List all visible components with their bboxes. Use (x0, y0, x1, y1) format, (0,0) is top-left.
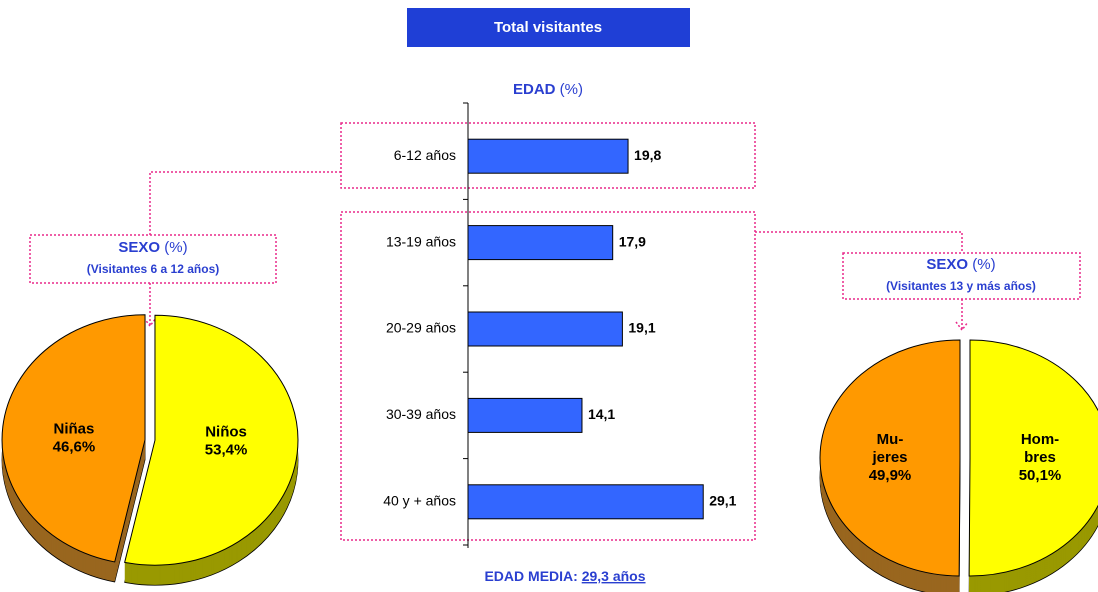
header-title: Total visitantes (494, 19, 602, 36)
slice-label: Niños (205, 424, 247, 441)
chart-title: SEXO (%) (926, 256, 995, 273)
bar (467, 138, 629, 174)
category-label: 6-12 años (394, 147, 456, 163)
value-label: 14,1 (588, 406, 615, 422)
title-main: SEXO (118, 239, 160, 256)
title-unit: (%) (560, 81, 583, 98)
slice-label: Hom- (1021, 431, 1059, 448)
slice (1, 314, 146, 563)
slice (124, 314, 299, 566)
annotation: EDAD MEDIA: 29,3 años (484, 568, 645, 584)
chart-subtitle: (Visitantes 13 y más años) (886, 279, 1036, 293)
connector-arrow (955, 299, 969, 332)
value-label: 17,9 (619, 233, 646, 249)
group-frame (340, 122, 756, 189)
category-label: 30-39 años (386, 406, 456, 422)
slice (819, 339, 961, 577)
bar (467, 484, 704, 520)
slice-value-label: 50,1% (1019, 467, 1062, 484)
title-unit: (%) (164, 239, 187, 256)
slice-label: bres (1024, 449, 1056, 466)
annotation-value: 29,3 años (582, 568, 646, 584)
title-main: SEXO (926, 256, 968, 273)
connector (149, 171, 341, 235)
chart-title: EDAD (%) (513, 81, 583, 98)
annotation-label: EDAD MEDIA: (484, 568, 577, 584)
slice-label: jeres (871, 449, 907, 466)
slice (968, 339, 1098, 577)
slice-label: Niñas (54, 420, 95, 437)
bar (467, 225, 614, 261)
slice-value-label: 49,9% (869, 467, 912, 484)
connector-arrow (143, 283, 157, 328)
category-label: 20-29 años (386, 320, 456, 336)
slice-value-label: 46,6% (53, 438, 96, 455)
category-label: 13-19 años (386, 233, 456, 249)
header-box (407, 8, 690, 47)
category-label: 40 y + años (383, 493, 456, 509)
bar (467, 397, 583, 433)
slice-label: Mu- (877, 431, 904, 448)
chart-subtitle: (Visitantes 6 a 12 años) (87, 262, 220, 276)
value-label: 29,1 (709, 493, 736, 509)
pie-header-frame (29, 234, 277, 284)
group-frame (340, 211, 756, 541)
title-unit: (%) (972, 256, 995, 273)
connector (755, 231, 963, 253)
value-label: 19,8 (634, 147, 661, 163)
pie-header-frame (842, 252, 1081, 300)
chart-title: SEXO (%) (118, 239, 187, 256)
bar (467, 311, 623, 347)
slice-value-label: 53,4% (205, 442, 248, 459)
value-label: 19,1 (628, 320, 655, 336)
title-main: EDAD (513, 81, 556, 98)
